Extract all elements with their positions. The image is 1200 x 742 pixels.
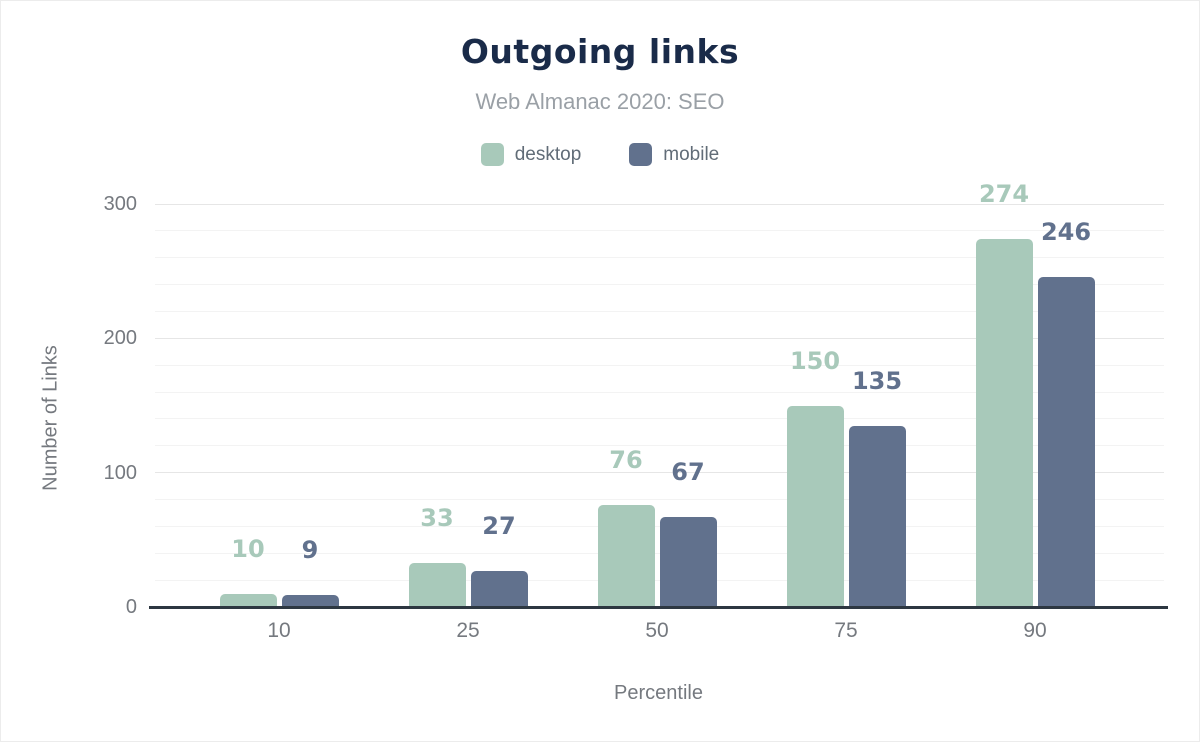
gridline-minor-80 (155, 499, 1164, 501)
gridline-minor-180 (155, 364, 1164, 366)
legend: desktop mobile (1, 143, 1199, 166)
bar-group-75: 150 135 (784, 346, 908, 607)
plot-area: 10 9 10 33 27 25 76 67 50 150 135 75 274 246 90 (149, 182, 1168, 642)
x-axis-title: Percentile (614, 682, 703, 704)
legend-label-mobile: mobile (663, 143, 720, 165)
legend-swatch-desktop (480, 143, 504, 166)
bar-group-50: 76 67 (595, 448, 719, 607)
legend-label-desktop: desktop (514, 143, 582, 165)
bar-value-label-mobile-75: 135 (851, 366, 903, 395)
bar-col-mobile-10: 9 (281, 535, 339, 607)
legend-swatch-mobile (629, 143, 653, 166)
bar-col-desktop-75: 150 (786, 346, 844, 607)
y-tick-200: 200 (103, 327, 137, 350)
y-tick-0: 0 (125, 596, 137, 618)
x-baseline (149, 606, 1168, 609)
gridline-minor-140 (155, 418, 1164, 420)
gridline-minor-260 (155, 257, 1164, 259)
x-tick-50: 50 (645, 619, 669, 642)
bar-mobile-50[interactable] (659, 517, 717, 607)
legend-item-mobile[interactable]: mobile (629, 143, 719, 166)
bar-col-desktop-25: 33 (408, 503, 466, 607)
gridline-minor-240 (155, 284, 1164, 286)
bar-desktop-10[interactable] (219, 593, 277, 607)
gridline-major-300 (155, 203, 1164, 205)
bar-value-label-desktop-50: 76 (609, 445, 643, 474)
bar-value-label-mobile-90: 246 (1040, 217, 1092, 246)
bar-value-label-desktop-90: 274 (978, 179, 1030, 208)
bar-col-mobile-75: 135 (848, 366, 906, 607)
bar-mobile-10[interactable] (281, 594, 339, 607)
chart-subtitle: Web Almanac 2020: SEO (475, 89, 725, 114)
y-tick-300: 300 (103, 193, 137, 215)
gridline-major-100 (155, 472, 1164, 474)
x-tick-90: 90 (1023, 619, 1047, 642)
x-tick-75: 75 (834, 619, 858, 642)
gridline-minor-280 (155, 230, 1164, 232)
bar-group-25: 33 27 (406, 506, 530, 607)
bar-value-label-desktop-25: 33 (420, 503, 454, 532)
bar-col-desktop-10: 10 (219, 534, 277, 607)
gridline-minor-160 (155, 391, 1164, 393)
bar-value-label-desktop-10: 10 (231, 534, 265, 563)
gridline-minor-220 (155, 310, 1164, 312)
bar-desktop-90[interactable] (975, 238, 1033, 607)
bar-value-label-mobile-25: 27 (482, 511, 516, 540)
y-tick-100: 100 (103, 461, 137, 484)
bar-col-desktop-90: 274 (975, 179, 1033, 607)
legend-item-desktop[interactable]: desktop (480, 143, 582, 166)
bar-mobile-25[interactable] (470, 570, 528, 607)
x-tick-10: 10 (267, 619, 291, 642)
bar-col-mobile-90: 246 (1037, 217, 1095, 607)
bar-desktop-50[interactable] (597, 504, 655, 607)
x-tick-25: 25 (456, 619, 480, 642)
bar-col-mobile-50: 67 (659, 458, 717, 607)
bar-value-label-desktop-75: 150 (789, 346, 841, 375)
bar-col-desktop-50: 76 (597, 445, 655, 607)
bar-value-label-mobile-10: 9 (301, 535, 319, 564)
bar-desktop-25[interactable] (408, 562, 466, 607)
gridline-major-200 (155, 337, 1164, 339)
gridline-minor-120 (155, 445, 1164, 447)
bar-desktop-75[interactable] (786, 405, 844, 607)
bar-col-mobile-25: 27 (470, 511, 528, 607)
bar-mobile-75[interactable] (848, 425, 906, 607)
chart-title: Outgoing links (460, 32, 740, 71)
bar-group-10: 10 9 (217, 537, 341, 607)
bar-value-label-mobile-50: 67 (671, 458, 705, 486)
bar-mobile-90[interactable] (1037, 276, 1095, 607)
bar-group-90: 274 246 (973, 182, 1097, 607)
